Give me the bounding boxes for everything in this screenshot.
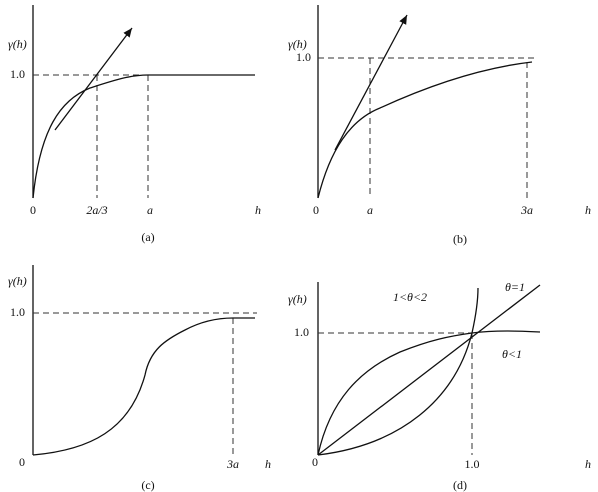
x-tick: a <box>147 203 153 217</box>
origin: 0 <box>19 455 25 469</box>
annotation: θ=1 <box>505 280 525 294</box>
annotation: 1<θ<2 <box>393 290 427 304</box>
curve-linear <box>317 284 541 456</box>
x-label: h <box>255 203 261 217</box>
origin: 0 <box>30 203 36 217</box>
x-tick: 3a <box>520 203 533 217</box>
x-tick: 3a <box>226 457 239 471</box>
panel-a: γ(h) 1.0 0 2a/3 a h (a) <box>8 5 261 244</box>
caption: (b) <box>453 232 467 246</box>
curve <box>32 74 255 199</box>
x-tick: a <box>367 203 373 217</box>
x-label: h <box>585 203 591 217</box>
panel-d: γ(h) 1.0 1<θ<2 θ=1 θ<1 0 1.0 h (d) <box>288 280 591 492</box>
panel-b: γ(h) 1.0 0 a 3a h (b) <box>288 5 591 246</box>
y-tick: 1.0 <box>10 67 25 81</box>
y-tick: 1.0 <box>10 305 25 319</box>
caption: (a) <box>141 230 154 244</box>
y-label: γ(h) <box>288 37 307 51</box>
curve <box>32 317 255 456</box>
x-tick: 1.0 <box>465 457 480 471</box>
y-label: γ(h) <box>288 292 307 306</box>
guide-lines <box>33 312 257 455</box>
guide-lines <box>318 57 535 198</box>
guide-lines <box>33 74 149 198</box>
annotation: θ<1 <box>502 347 522 361</box>
x-label: h <box>585 457 591 471</box>
curve-concave <box>317 330 541 456</box>
y-label: γ(h) <box>8 37 27 51</box>
tangent-arrow <box>54 27 133 131</box>
x-label: h <box>265 457 271 471</box>
curve <box>317 61 533 199</box>
panel-c: γ(h) 1.0 0 3a h (c) <box>8 265 271 492</box>
origin: 0 <box>313 203 319 217</box>
x-tick: 2a/3 <box>86 203 107 217</box>
y-tick: 1.0 <box>296 50 311 64</box>
guide-lines <box>318 332 473 455</box>
origin: 0 <box>312 455 318 469</box>
tangent-arrow <box>334 14 408 151</box>
curve-convex <box>317 287 479 456</box>
y-label: γ(h) <box>8 274 27 288</box>
caption: (d) <box>453 478 467 492</box>
caption: (c) <box>141 478 154 492</box>
y-tick: 1.0 <box>294 325 309 339</box>
